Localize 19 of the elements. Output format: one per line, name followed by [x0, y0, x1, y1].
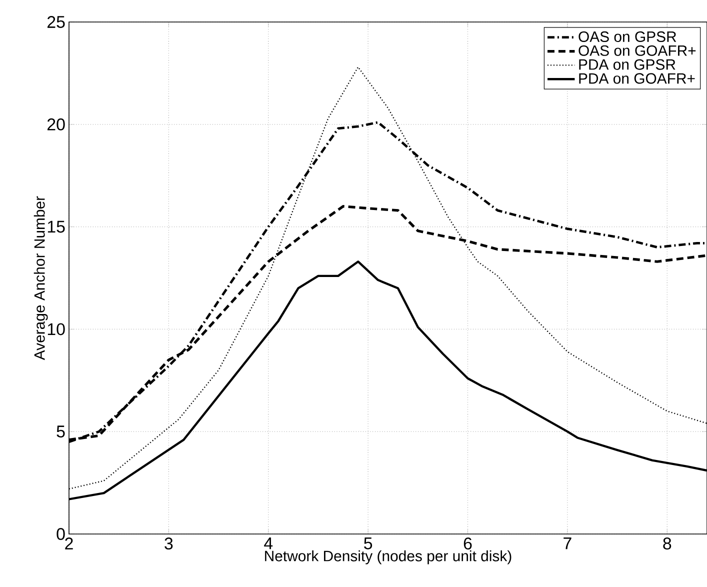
y-tick-label: 15 — [48, 220, 65, 233]
legend-label: PDA on GOAFR+ — [579, 73, 695, 84]
x-tick-label: 3 — [164, 538, 173, 550]
legend-label: OAS on GOAFR+ — [578, 45, 696, 56]
legend-label: OAS on GPSR — [578, 31, 676, 42]
y-tick-label: 0 — [56, 528, 65, 540]
x-tick-label: 7 — [564, 538, 572, 550]
x-tick-label: 5 — [364, 538, 372, 550]
y-axis-title: Average Anchor Number — [34, 196, 48, 360]
x-tick-label: 2 — [65, 538, 73, 550]
y-tick-label: 20 — [48, 118, 65, 130]
legend-label: PDA on GPSR — [579, 59, 676, 70]
y-tick-label: 10 — [48, 323, 65, 336]
x-tick-label: 6 — [464, 538, 472, 550]
x-tick-label: 4 — [264, 538, 273, 550]
y-tick-label: 25 — [48, 16, 65, 28]
x-axis-title: Network Density (nodes per unit disk) — [265, 550, 512, 564]
y-tick-label: 5 — [56, 426, 65, 438]
x-tick-label: 8 — [663, 538, 672, 550]
